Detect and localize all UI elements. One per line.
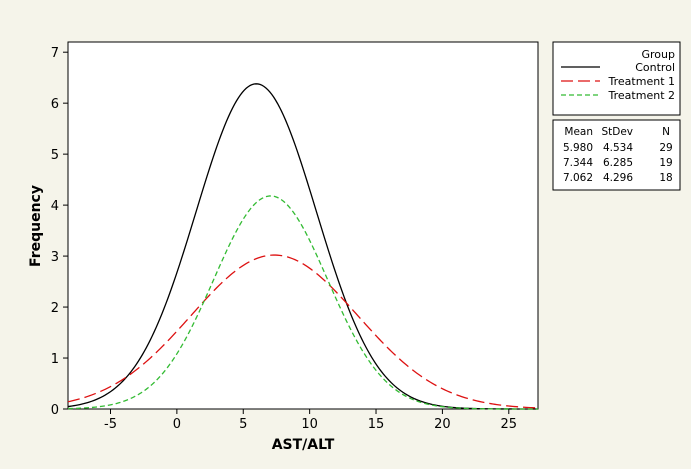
series-line-1 xyxy=(67,254,539,409)
stats-box xyxy=(552,119,681,191)
stats-cell: 7.344 xyxy=(563,157,593,169)
stats-cell: 6.285 xyxy=(603,157,633,169)
y-tick-label: 2 xyxy=(51,301,59,316)
y-axis-ticks: 0 1 2 3 4 5 6 7 xyxy=(51,46,68,418)
stats-cell: 18 xyxy=(659,172,672,184)
stats-table: Mean StDev N 5.980 4.534 29 7.344 6.285 19 7.062 4… xyxy=(552,119,681,191)
stats-header: Mean xyxy=(564,126,593,138)
legend-label: Treatment 1 xyxy=(608,75,675,88)
stats-cell: 5.980 xyxy=(563,142,593,154)
y-tick-label: 6 xyxy=(51,97,59,112)
x-tick-label: 5 xyxy=(239,417,247,432)
plot-area xyxy=(67,41,539,410)
series-layer xyxy=(67,83,539,410)
stats-cell: 29 xyxy=(659,142,672,154)
series-line-2 xyxy=(67,195,538,410)
y-tick-label: 7 xyxy=(51,46,59,61)
y-tick-label: 0 xyxy=(51,403,59,418)
stats-cell: 4.296 xyxy=(603,172,633,184)
stats-cell: 19 xyxy=(659,157,672,169)
y-tick-label: 4 xyxy=(51,199,59,214)
stats-cell: 7.062 xyxy=(563,172,593,184)
y-tick-label: 1 xyxy=(51,352,59,367)
y-axis-label: Frequency xyxy=(28,185,44,267)
x-tick-label: 10 xyxy=(301,417,318,432)
stats-cells: Mean StDev N 5.980 4.534 29 7.344 6.285 19 7.062 4… xyxy=(563,126,673,184)
y-tick-label: 5 xyxy=(51,148,59,163)
x-tick-label: 25 xyxy=(501,417,518,432)
x-tick-label: 20 xyxy=(434,417,451,432)
y-tick-label: 3 xyxy=(51,250,59,265)
x-axis-ticks: -5 0 5 10 15 20 25 xyxy=(104,409,517,432)
legend-title: Group xyxy=(642,48,676,61)
x-tick-label: 15 xyxy=(368,417,385,432)
x-tick-label: 0 xyxy=(173,417,181,432)
stats-header: N xyxy=(662,126,670,138)
x-axis-label: AST/ALT xyxy=(272,437,335,453)
x-tick-label: -5 xyxy=(104,417,117,432)
stats-cell: 4.534 xyxy=(603,142,633,154)
legend-label: Control xyxy=(635,61,675,74)
stats-header: StDev xyxy=(601,126,633,138)
legend-label: Treatment 2 xyxy=(608,89,675,102)
legend-box xyxy=(552,41,681,116)
